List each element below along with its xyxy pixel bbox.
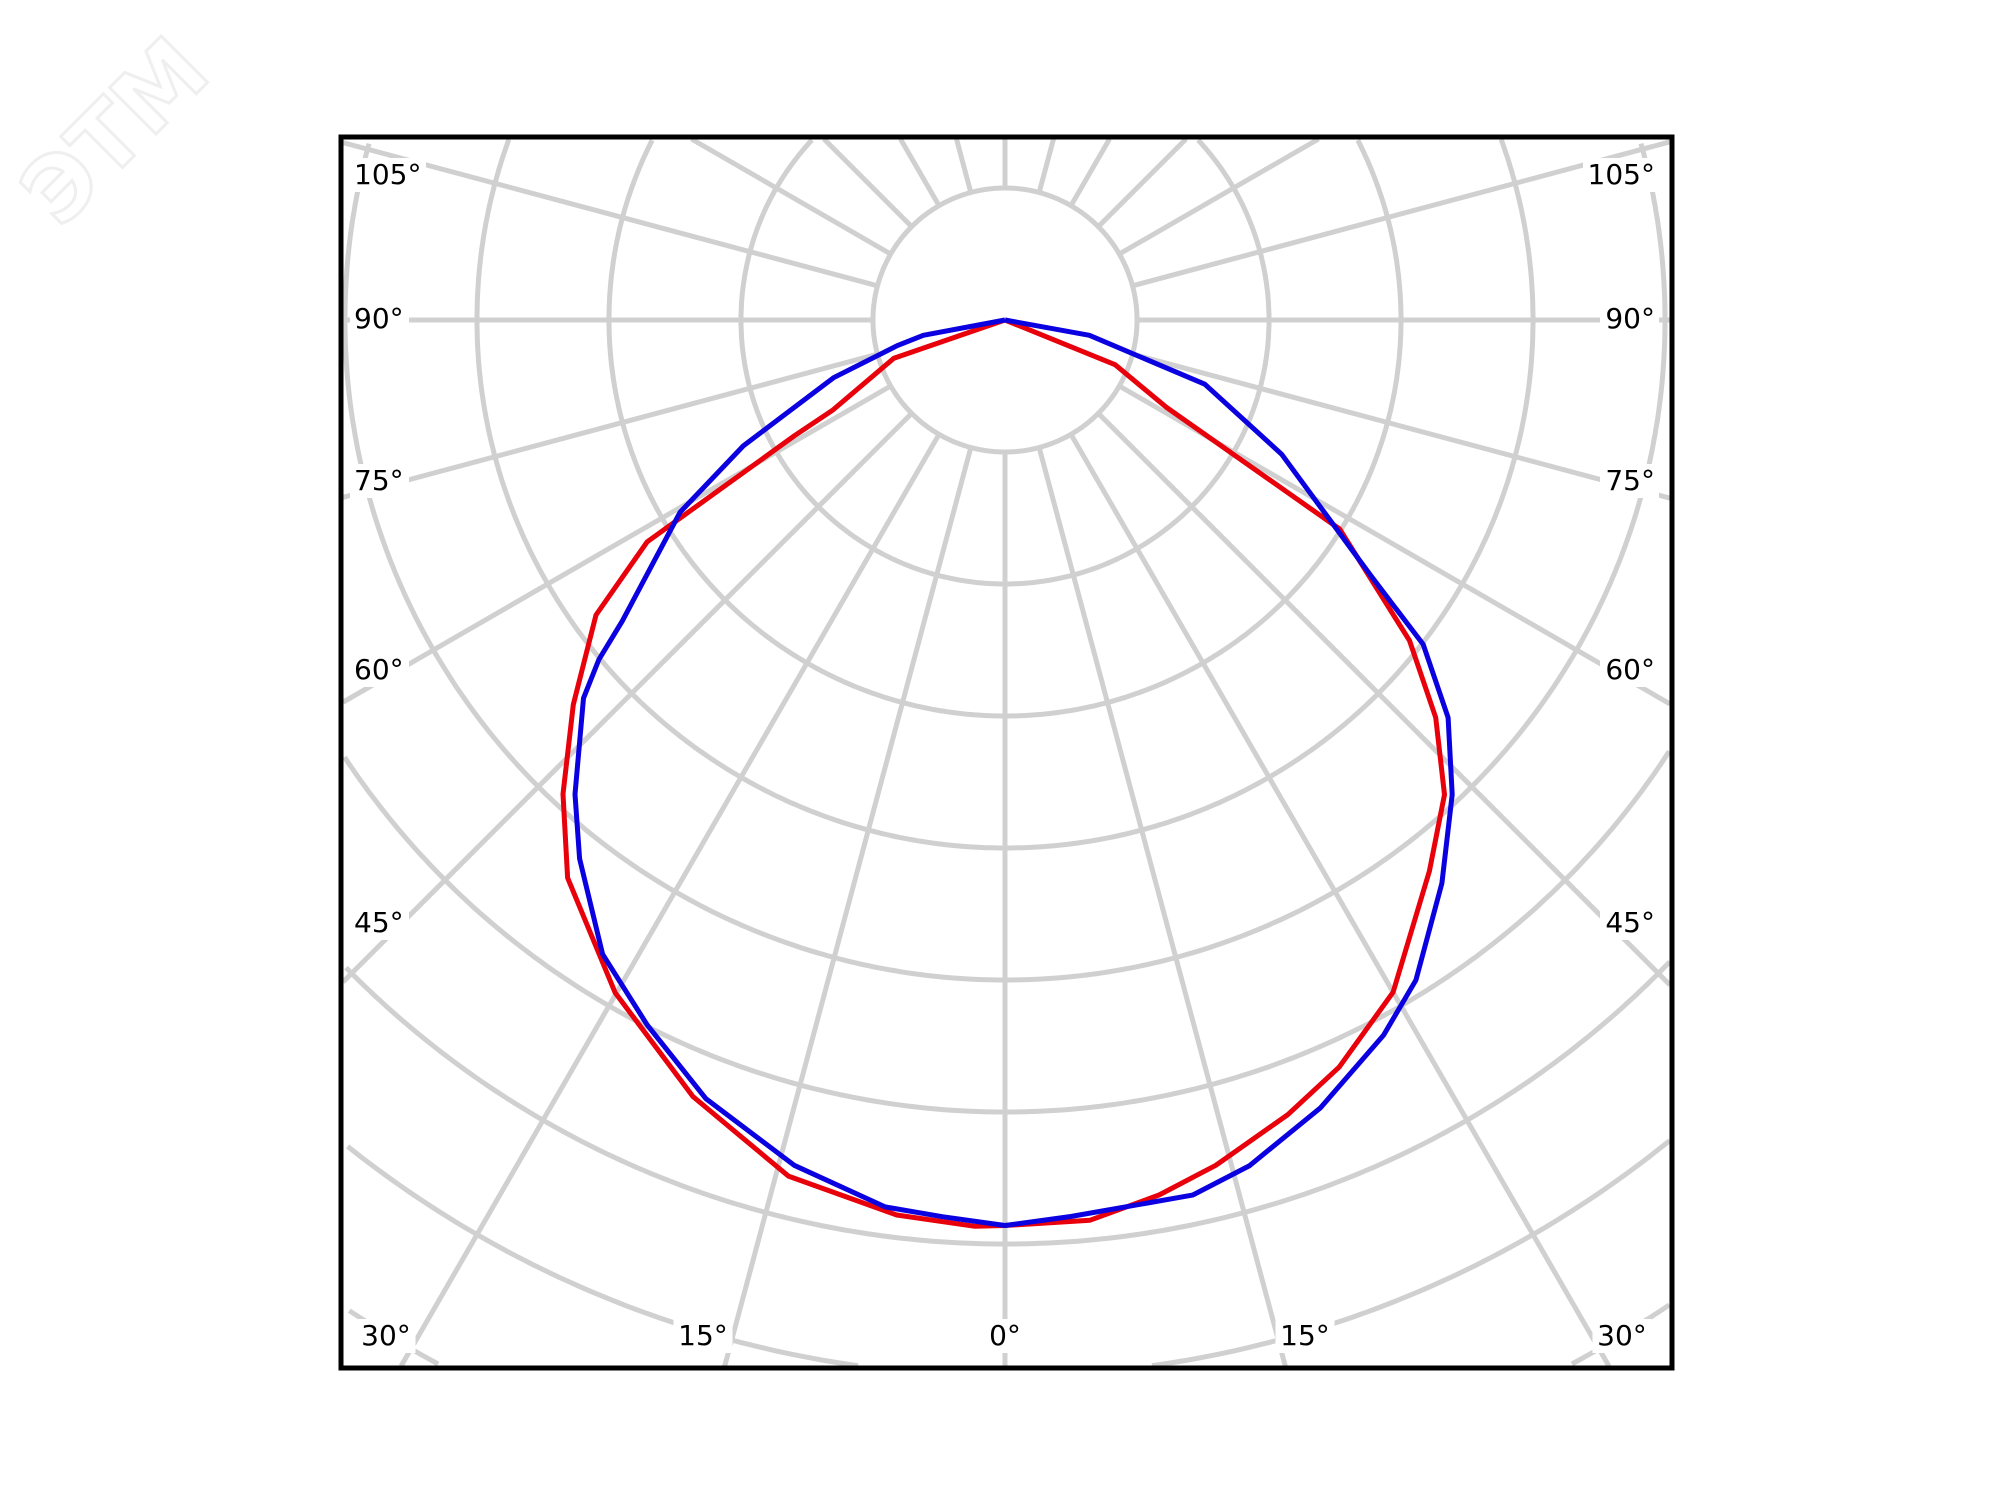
grid-spoke	[341, 383, 892, 705]
grid-ring	[346, 1138, 1672, 1369]
left-angle-label: 60°	[354, 653, 404, 686]
grid-spoke	[822, 137, 914, 229]
label-background	[1600, 906, 1659, 940]
grid-spoke	[398, 433, 942, 1368]
bottom-angle-label: 30°	[361, 1319, 411, 1352]
grid-spoke	[954, 138, 974, 194]
grid-spoke	[722, 446, 974, 1367]
grid-spoke	[1036, 446, 1288, 1367]
grid-ring	[344, 960, 1672, 1247]
bottom-angle-label: 30°	[1597, 1319, 1647, 1352]
left-angle-label: 105°	[354, 158, 421, 191]
grid-spoke	[1096, 411, 1672, 987]
grid-spoke	[1036, 138, 1056, 194]
grid-spoke	[1096, 137, 1188, 229]
bottom-angle-label: 15°	[1280, 1319, 1330, 1352]
right-angle-label: 60°	[1605, 653, 1655, 686]
label-background	[350, 158, 426, 192]
label-background	[350, 906, 409, 940]
label-background	[673, 1319, 733, 1353]
label-background	[1600, 653, 1659, 687]
right-angle-label: 90°	[1605, 302, 1655, 335]
watermark-logo: ЭТМ	[1, 18, 229, 246]
right-angle-label: 75°	[1605, 464, 1655, 497]
grid-ring	[474, 138, 1536, 851]
intensity-curve-2	[572, 317, 1455, 1228]
chart-frame	[338, 134, 1675, 1371]
grid-spoke	[898, 137, 942, 207]
left-angle-label: 90°	[354, 302, 404, 335]
grid-spoke	[1131, 351, 1671, 501]
grid-ring	[342, 750, 1672, 1115]
grid-spoke	[1068, 433, 1612, 1368]
right-angle-label: 105°	[1588, 158, 1655, 191]
right-angle-label: 45°	[1605, 906, 1655, 939]
polar-grid	[341, 136, 1672, 1369]
label-background	[350, 653, 409, 687]
label-background	[350, 464, 409, 498]
left-angle-label: 45°	[354, 906, 404, 939]
label-background	[1592, 1319, 1652, 1353]
grid-spoke	[341, 411, 914, 984]
label-background	[984, 1319, 1026, 1353]
grid-ring	[342, 142, 1668, 983]
grid-spoke	[1131, 139, 1671, 289]
grid-spoke	[1068, 137, 1112, 207]
bottom-angle-label: 15°	[678, 1319, 728, 1352]
label-background	[356, 1319, 416, 1353]
grid-spoke	[342, 351, 879, 500]
angle-labels: 105° 90° 75° 60° 45° 105° 90° 75° 60° 45° 30° 15° 0°…	[350, 158, 1659, 1353]
grid-spoke	[690, 136, 892, 257]
label-background	[1275, 1319, 1335, 1353]
label-background	[1583, 158, 1659, 192]
intensity-curves	[560, 317, 1455, 1229]
label-background	[350, 302, 409, 336]
label-background	[1600, 302, 1659, 336]
grid-spoke	[1118, 136, 1320, 257]
label-background	[1600, 464, 1659, 498]
left-angle-label: 75°	[354, 464, 404, 497]
grid-spoke	[342, 140, 879, 289]
bottom-angle-label: 0°	[989, 1319, 1021, 1352]
